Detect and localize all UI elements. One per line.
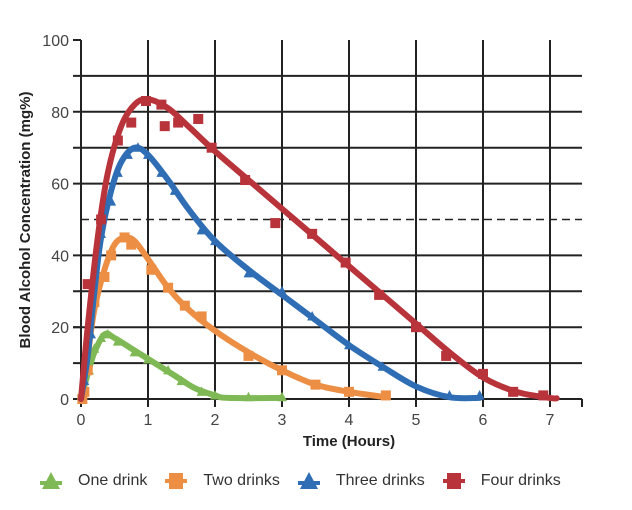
square-icon (442, 473, 465, 489)
square-icon (165, 473, 188, 489)
series-three-drinks (78, 142, 485, 402)
triangle-icon (40, 472, 62, 489)
y-tick-label: 20 (51, 320, 69, 337)
x-tick-label: 1 (144, 412, 153, 429)
series-one-drink (78, 328, 287, 402)
grid-lines (73, 40, 582, 407)
fit-line (78, 234, 389, 402)
legend-label: One drink (78, 472, 148, 489)
y-tick-label: 0 (60, 392, 69, 409)
x-tick-label: 3 (278, 412, 287, 429)
x-tick-label: 4 (345, 412, 354, 429)
x-tick-label: 7 (546, 412, 555, 429)
y-tick-label: 80 (51, 105, 69, 122)
legend-item-two-drinks[interactable]: Two drinks (163, 471, 280, 491)
legend: One drink Two drinks Three drinks Four d… (38, 466, 632, 496)
y-axis-title: Blood Alcohol Concentration (mg%) (17, 92, 34, 349)
legend-label: Four drinks (480, 472, 561, 489)
y-tick-label: 40 (51, 248, 69, 265)
triangle-icon (297, 472, 320, 489)
fit-line (78, 330, 285, 402)
axes: 0 20 40 60 80 100 0 1 2 3 4 5 6 7 (42, 33, 583, 429)
series-layer (77, 96, 560, 404)
x-axis-title: Time (Hours) (303, 433, 395, 450)
legend-item-three-drinks[interactable]: Three drinks (296, 471, 425, 491)
x-tick-label: 5 (412, 412, 421, 429)
legend-item-one-drink[interactable]: One drink (38, 471, 147, 491)
y-tick-label: 100 (42, 33, 69, 50)
fit-line (78, 144, 483, 402)
x-tick-label: 2 (211, 412, 220, 429)
series-four-drinks (78, 96, 560, 402)
legend-label: Three drinks (335, 472, 425, 489)
fit-line (78, 96, 560, 402)
x-tick-label: 6 (479, 412, 488, 429)
legend-label: Two drinks (203, 472, 280, 489)
y-tick-label: 60 (51, 177, 69, 194)
legend-item-four-drinks[interactable]: Four drinks (441, 471, 561, 491)
line-chart: 0 20 40 60 80 100 0 1 2 3 4 5 6 7 Time (Hours) Blood … (17, 33, 583, 450)
x-tick-label: 0 (77, 412, 86, 429)
